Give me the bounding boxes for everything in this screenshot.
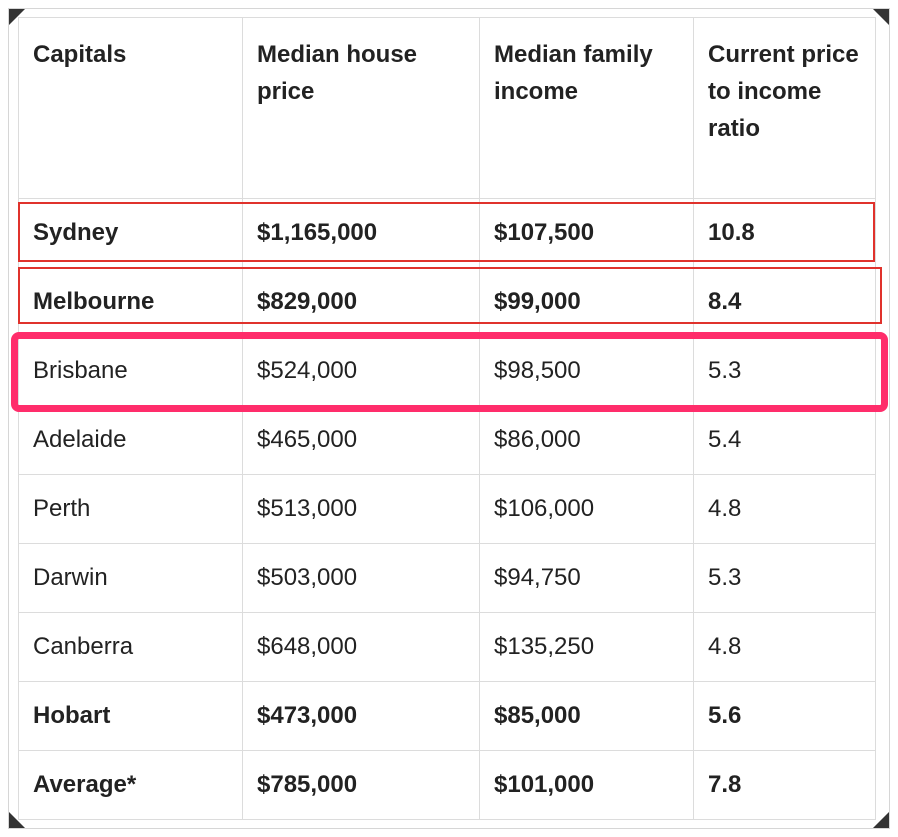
cell-median-house-price: $524,000 (242, 336, 480, 406)
frame-corner-top-right (873, 9, 889, 25)
cell-median-family-income: $94,750 (479, 543, 694, 613)
cell-median-house-price: $513,000 (242, 474, 480, 544)
cell-price-to-income-ratio: 5.3 (693, 543, 876, 613)
cell-median-house-price: $473,000 (242, 681, 480, 751)
cell-median-house-price: $829,000 (242, 267, 480, 337)
cell-median-house-price: $1,165,000 (242, 198, 480, 268)
cell-capital: Adelaide (18, 405, 243, 475)
cell-median-house-price: $465,000 (242, 405, 480, 475)
table-row: Perth $513,000 $106,000 4.8 (18, 474, 876, 544)
table-row: Sydney $1,165,000 $107,500 10.8 (18, 198, 876, 268)
cell-median-family-income: $99,000 (479, 267, 694, 337)
header-capitals: Capitals (18, 17, 243, 199)
cell-price-to-income-ratio: 5.4 (693, 405, 876, 475)
cell-median-family-income: $85,000 (479, 681, 694, 751)
table-row: Melbourne $829,000 $99,000 8.4 (18, 267, 876, 337)
cell-capital: Darwin (18, 543, 243, 613)
table-row: Adelaide $465,000 $86,000 5.4 (18, 405, 876, 475)
table-row: Canberra $648,000 $135,250 4.8 (18, 612, 876, 682)
cell-median-family-income: $86,000 (479, 405, 694, 475)
cell-median-family-income: $135,250 (479, 612, 694, 682)
cell-price-to-income-ratio: 5.3 (693, 336, 876, 406)
table-body: Sydney $1,165,000 $107,500 10.8 Melbourne $82… (18, 198, 876, 820)
cell-median-house-price: $785,000 (242, 750, 480, 820)
cell-capital: Canberra (18, 612, 243, 682)
cell-median-family-income: $98,500 (479, 336, 694, 406)
cell-capital: Perth (18, 474, 243, 544)
frame-corner-bottom-right (873, 812, 889, 828)
cell-capital: Sydney (18, 198, 243, 268)
table-row: Darwin $503,000 $94,750 5.3 (18, 543, 876, 613)
cell-price-to-income-ratio: 7.8 (693, 750, 876, 820)
cell-price-to-income-ratio: 4.8 (693, 612, 876, 682)
cell-median-family-income: $106,000 (479, 474, 694, 544)
table-row: Average* $785,000 $101,000 7.8 (18, 750, 876, 820)
cell-capital: Brisbane (18, 336, 243, 406)
cell-price-to-income-ratio: 4.8 (693, 474, 876, 544)
cell-median-family-income: $107,500 (479, 198, 694, 268)
cell-price-to-income-ratio: 10.8 (693, 198, 876, 268)
header-median-family-income: Median family income (479, 17, 694, 199)
cell-capital: Hobart (18, 681, 243, 751)
table-row: Hobart $473,000 $85,000 5.6 (18, 681, 876, 751)
header-price-to-income-ratio: Current price to income ratio (693, 17, 876, 199)
cell-capital: Melbourne (18, 267, 243, 337)
cell-median-house-price: $503,000 (242, 543, 480, 613)
cell-median-family-income: $101,000 (479, 750, 694, 820)
table-header-row: Capitals Median house price Median famil… (18, 17, 876, 199)
cell-price-to-income-ratio: 5.6 (693, 681, 876, 751)
header-median-house-price: Median house price (242, 17, 480, 199)
cell-capital: Average* (18, 750, 243, 820)
cell-median-house-price: $648,000 (242, 612, 480, 682)
cell-price-to-income-ratio: 8.4 (693, 267, 876, 337)
capitals-price-income-table: Capitals Median house price Median famil… (18, 17, 876, 820)
table-row: Brisbane $524,000 $98,500 5.3 (18, 336, 876, 406)
